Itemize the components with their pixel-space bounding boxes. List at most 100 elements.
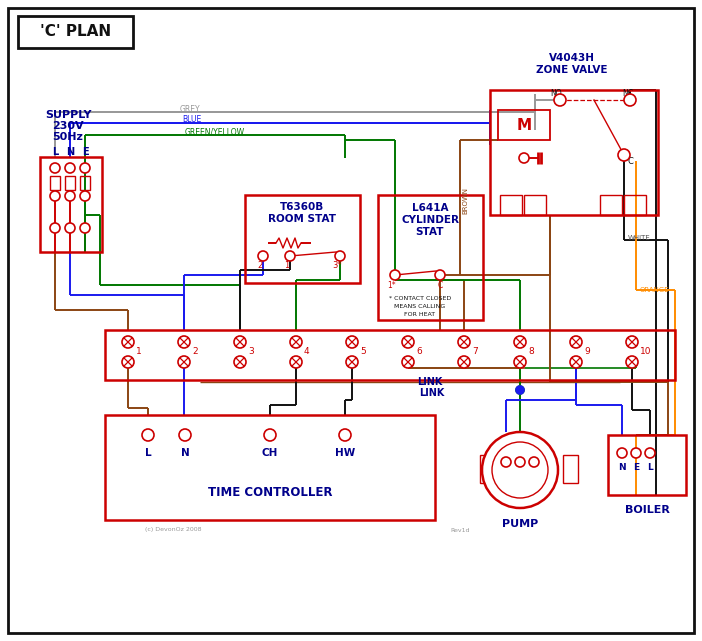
Circle shape	[618, 149, 630, 161]
Circle shape	[516, 386, 524, 394]
Circle shape	[80, 163, 90, 173]
Text: 5: 5	[360, 347, 366, 356]
Circle shape	[122, 356, 134, 368]
Circle shape	[258, 251, 268, 261]
Circle shape	[346, 356, 358, 368]
Text: 2: 2	[258, 260, 263, 269]
Circle shape	[178, 336, 190, 348]
Text: 4: 4	[304, 347, 310, 356]
Circle shape	[179, 429, 191, 441]
Circle shape	[290, 356, 302, 368]
Circle shape	[65, 191, 75, 201]
Text: LINK: LINK	[419, 388, 444, 398]
Circle shape	[570, 356, 582, 368]
Text: SUPPLY: SUPPLY	[45, 110, 91, 120]
Circle shape	[335, 251, 345, 261]
Text: Rev1d: Rev1d	[450, 528, 470, 533]
Text: FOR HEAT: FOR HEAT	[404, 313, 435, 317]
Text: 3*: 3*	[332, 260, 342, 269]
Circle shape	[285, 251, 295, 261]
Text: MEANS CALLING: MEANS CALLING	[395, 304, 446, 310]
Circle shape	[65, 223, 75, 233]
Text: PUMP: PUMP	[502, 519, 538, 529]
Text: BLUE: BLUE	[182, 115, 201, 124]
Circle shape	[65, 163, 75, 173]
Text: WHITE: WHITE	[628, 235, 651, 241]
Text: 2: 2	[192, 347, 198, 356]
Text: ORANGE: ORANGE	[640, 287, 670, 293]
Circle shape	[178, 356, 190, 368]
Text: N: N	[618, 463, 625, 472]
Text: 'C' PLAN: 'C' PLAN	[41, 24, 112, 40]
Text: L641A: L641A	[412, 203, 449, 213]
Text: V4043H: V4043H	[549, 53, 595, 63]
Text: L: L	[145, 448, 152, 458]
Text: N: N	[66, 147, 74, 157]
Text: M: M	[517, 117, 531, 133]
Text: CYLINDER: CYLINDER	[401, 215, 459, 225]
Text: BROWN: BROWN	[462, 187, 468, 213]
Text: GREEN/YELLOW: GREEN/YELLOW	[185, 128, 245, 137]
Circle shape	[516, 386, 524, 394]
Circle shape	[435, 270, 445, 280]
Text: HW: HW	[335, 448, 355, 458]
Text: L: L	[531, 469, 537, 478]
Text: E: E	[633, 463, 639, 472]
Text: 1: 1	[136, 347, 142, 356]
Circle shape	[624, 94, 636, 106]
Circle shape	[514, 336, 526, 348]
Circle shape	[501, 457, 511, 467]
Circle shape	[390, 270, 400, 280]
Text: C: C	[437, 281, 443, 290]
Text: E: E	[81, 147, 88, 157]
Circle shape	[122, 336, 134, 348]
Text: E: E	[517, 469, 523, 478]
Circle shape	[458, 356, 470, 368]
Circle shape	[617, 448, 627, 458]
Circle shape	[234, 356, 246, 368]
Circle shape	[50, 223, 60, 233]
Text: ZONE VALVE: ZONE VALVE	[536, 65, 608, 75]
Circle shape	[80, 191, 90, 201]
Circle shape	[570, 336, 582, 348]
Circle shape	[290, 336, 302, 348]
Circle shape	[626, 336, 638, 348]
Circle shape	[631, 448, 641, 458]
Text: CH: CH	[262, 448, 278, 458]
Circle shape	[514, 356, 526, 368]
Circle shape	[50, 163, 60, 173]
Text: 7: 7	[472, 347, 478, 356]
Circle shape	[626, 356, 638, 368]
Text: TIME CONTROLLER: TIME CONTROLLER	[208, 487, 332, 499]
Circle shape	[458, 336, 470, 348]
Circle shape	[80, 223, 90, 233]
Circle shape	[264, 429, 276, 441]
Circle shape	[402, 356, 414, 368]
Circle shape	[402, 336, 414, 348]
Circle shape	[515, 457, 525, 467]
Text: 230V: 230V	[52, 121, 84, 131]
Text: NO: NO	[550, 90, 562, 99]
Circle shape	[50, 191, 60, 201]
Text: 10: 10	[640, 347, 651, 356]
Circle shape	[645, 448, 655, 458]
Text: 9: 9	[584, 347, 590, 356]
Text: LINK: LINK	[417, 377, 443, 387]
Text: GREY: GREY	[180, 104, 201, 113]
Text: NC: NC	[623, 88, 633, 97]
Text: C: C	[627, 158, 633, 167]
Circle shape	[234, 336, 246, 348]
Text: L: L	[52, 147, 58, 157]
Circle shape	[529, 457, 539, 467]
Circle shape	[482, 432, 558, 508]
Text: T6360B: T6360B	[280, 202, 324, 212]
Text: 50Hz: 50Hz	[53, 132, 84, 142]
Text: 3: 3	[248, 347, 253, 356]
Circle shape	[346, 336, 358, 348]
Text: N: N	[180, 448, 190, 458]
FancyBboxPatch shape	[18, 16, 133, 48]
Circle shape	[554, 94, 566, 106]
Text: 1*: 1*	[388, 281, 397, 290]
Text: * CONTACT CLOSED: * CONTACT CLOSED	[389, 297, 451, 301]
Text: ROOM STAT: ROOM STAT	[268, 214, 336, 224]
